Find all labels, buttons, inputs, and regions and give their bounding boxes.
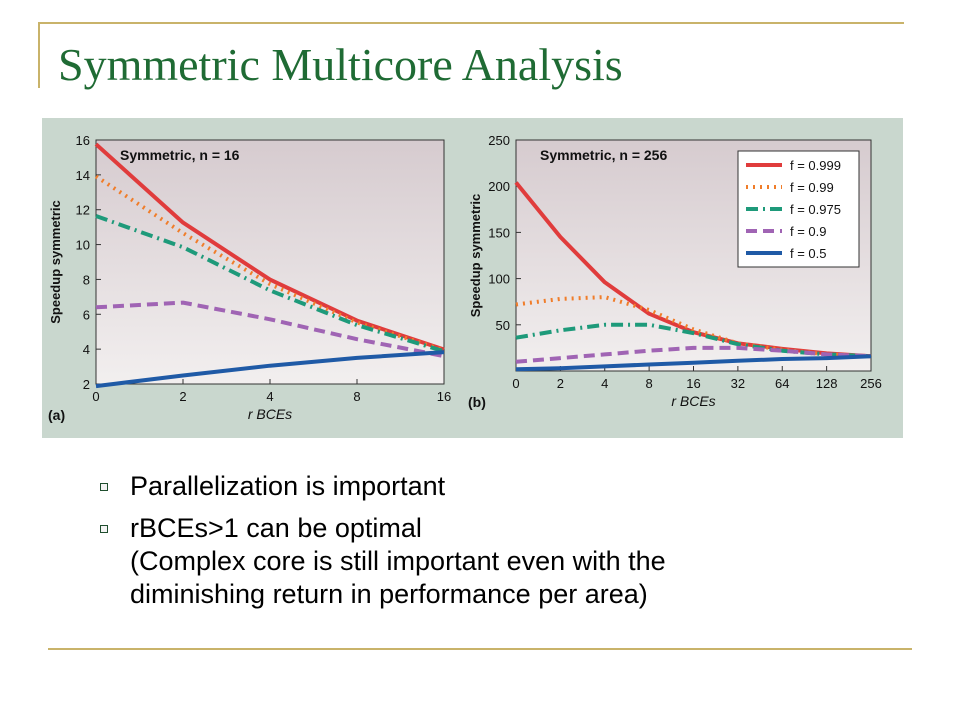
x-tick-label: 2 bbox=[557, 376, 564, 391]
y-tick-label: 12 bbox=[76, 203, 90, 218]
square-bullet-icon bbox=[100, 525, 108, 533]
x-tick-label: 8 bbox=[646, 376, 653, 391]
y-tick-label: 2 bbox=[83, 377, 90, 392]
y-tick-label: 50 bbox=[496, 318, 510, 333]
frame-bottom-line bbox=[48, 648, 912, 650]
chart-figure: 0 2 4 8 16 2 4 6 8 10 12 14 16 r BCEs Speedup symmetri… bbox=[42, 118, 903, 438]
y-tick-label: 16 bbox=[76, 133, 90, 148]
x-tick-label: 0 bbox=[512, 376, 519, 391]
x-tick-label: 4 bbox=[601, 376, 608, 391]
x-axis-label: r BCEs bbox=[671, 393, 715, 409]
y-tick-label: 8 bbox=[83, 272, 90, 287]
chart-title: Symmetric, n = 16 bbox=[120, 147, 240, 163]
y-tick-label: 250 bbox=[488, 133, 510, 148]
chart-title: Symmetric, n = 256 bbox=[540, 147, 667, 163]
bullet-item-1: rBCEs>1 can be optimal (Complex core is … bbox=[100, 512, 900, 611]
series-line bbox=[95, 214, 445, 354]
x-tick-label: 4 bbox=[266, 389, 273, 404]
series-line bbox=[95, 350, 445, 389]
x-tick-label: 256 bbox=[860, 376, 882, 391]
x-tick-label: 16 bbox=[437, 389, 451, 404]
x-tick-label: 16 bbox=[686, 376, 700, 391]
x-tick-label: 32 bbox=[731, 376, 745, 391]
y-tick-label: 10 bbox=[76, 238, 90, 253]
panel-label: (b) bbox=[468, 394, 486, 410]
y-tick-label: 6 bbox=[83, 307, 90, 322]
square-bullet-icon bbox=[100, 483, 108, 491]
bullet-item-0: Parallelization is important bbox=[100, 470, 900, 503]
legend-entry: f = 0.999 bbox=[790, 158, 841, 173]
y-axis-label: Speedup symmetric bbox=[468, 194, 483, 318]
legend-entry: f = 0.975 bbox=[790, 202, 841, 217]
x-axis-label: r BCEs bbox=[248, 406, 292, 422]
legend-box bbox=[737, 150, 860, 268]
legend-entry: f = 0.99 bbox=[790, 180, 834, 195]
frame-left-line bbox=[38, 22, 40, 88]
legend-entry: f = 0.9 bbox=[790, 224, 827, 239]
bullet-list: Parallelization is important rBCEs>1 can… bbox=[100, 470, 900, 620]
plot-area bbox=[95, 139, 445, 385]
x-tick-label: 128 bbox=[816, 376, 838, 391]
legend-entry: f = 0.5 bbox=[790, 246, 827, 261]
y-tick-label: 100 bbox=[488, 272, 510, 287]
series-line bbox=[515, 345, 872, 364]
frame-top-line bbox=[38, 22, 904, 24]
y-tick-label: 200 bbox=[488, 179, 510, 194]
y-tick-label: 4 bbox=[83, 342, 90, 357]
y-axis-label: Speedup symmetric bbox=[48, 200, 63, 324]
bullet-line: Parallelization is important bbox=[130, 471, 446, 501]
series-line bbox=[515, 295, 872, 359]
slide-title: Symmetric Multicore Analysis bbox=[58, 39, 623, 90]
bullet-line: rBCEs>1 can be optimal bbox=[130, 513, 422, 543]
y-tick-label: 14 bbox=[76, 168, 90, 183]
series-line bbox=[95, 300, 445, 359]
x-tick-label: 64 bbox=[775, 376, 789, 391]
y-tick-label: 150 bbox=[488, 225, 510, 240]
bullet-line: (Complex core is still important even wi… bbox=[130, 546, 666, 576]
bullet-line: diminishing return in performance per ar… bbox=[130, 579, 648, 609]
x-tick-label: 2 bbox=[179, 389, 186, 404]
x-tick-label: 0 bbox=[92, 389, 99, 404]
x-tick-label: 8 bbox=[353, 389, 360, 404]
panel-label: (a) bbox=[48, 407, 65, 423]
series-line bbox=[515, 354, 872, 372]
